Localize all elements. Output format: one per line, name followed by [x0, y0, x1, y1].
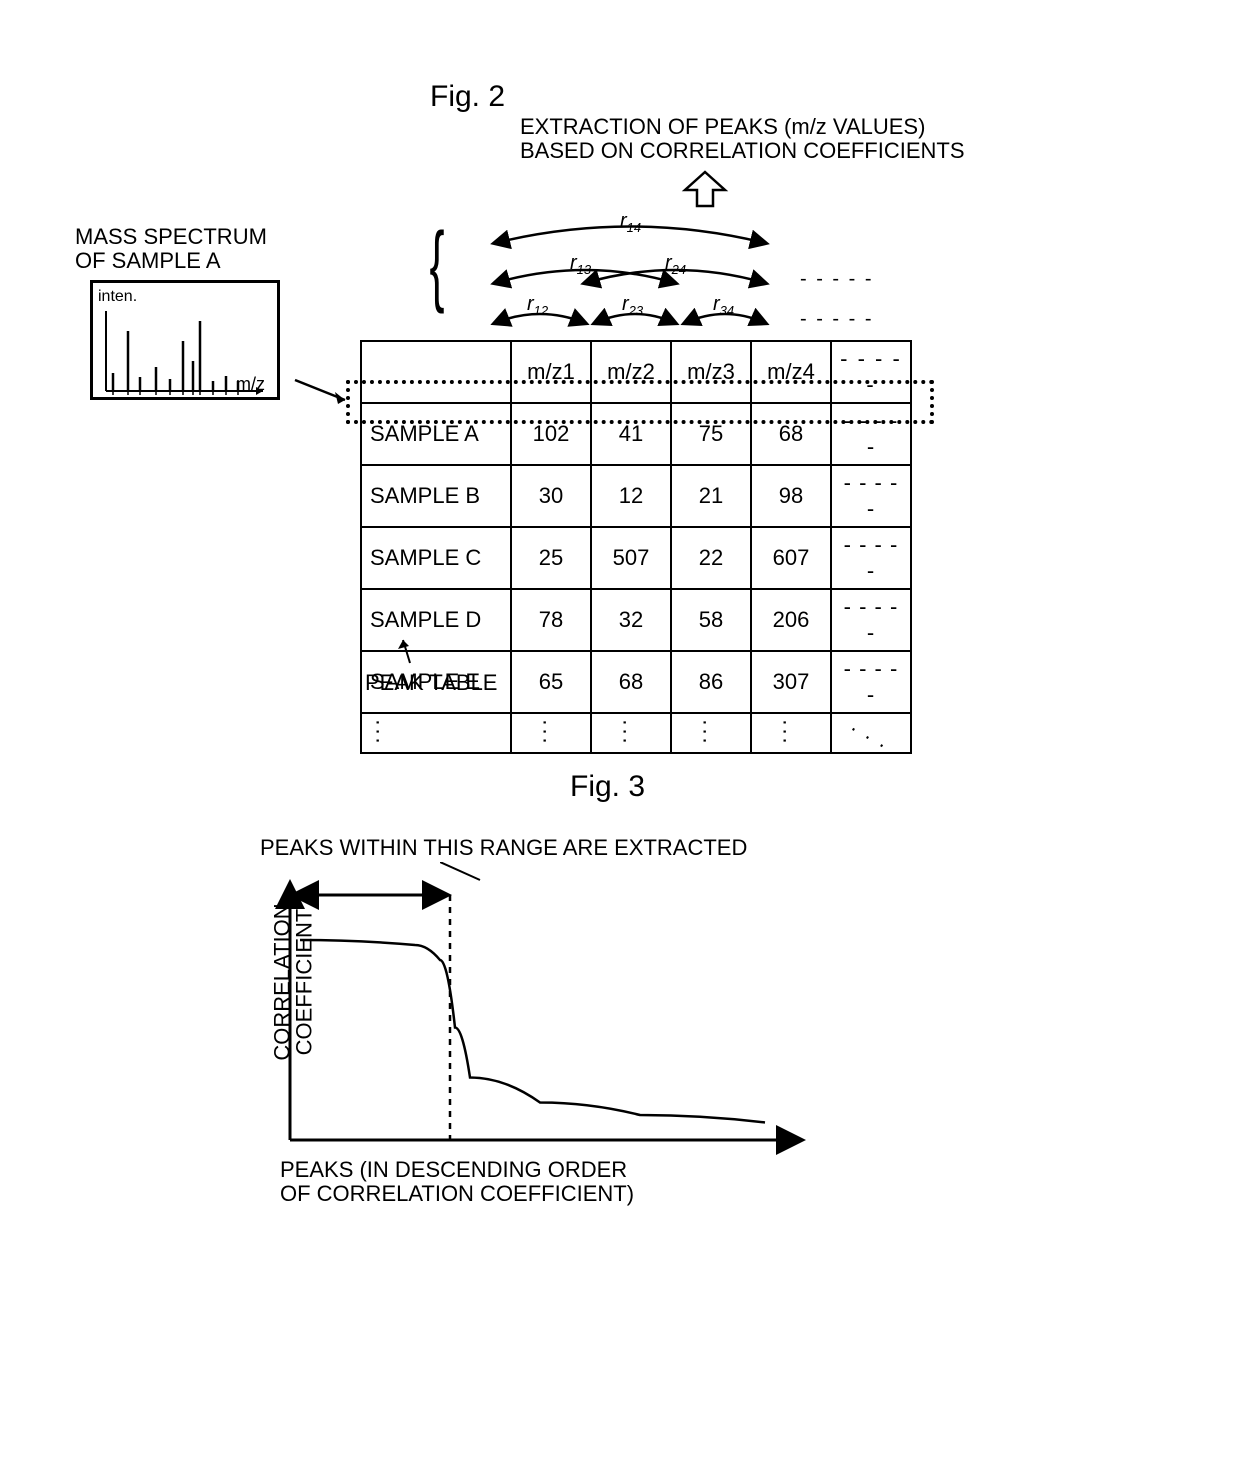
table-cell: - - - - - — [831, 589, 911, 651]
table-cell: 68 — [751, 403, 831, 465]
table-cell: 102 — [511, 403, 591, 465]
table-cell: 78 — [511, 589, 591, 651]
table-cell: - - - - - — [831, 651, 911, 713]
peak-table-label: PEAK TABLE — [365, 670, 497, 696]
table-cell: 32 — [591, 589, 671, 651]
inten-label: inten. — [98, 288, 273, 306]
extraction-up-arrow-icon — [680, 170, 730, 215]
table-row: SAMPLE B30122198- - - - - — [361, 465, 911, 527]
table-cell-dots: ... — [361, 713, 511, 753]
table-cell-dots: ... — [671, 713, 751, 753]
fig2-caption: EXTRACTION OF PEAKS (m/z VALUES) BASED O… — [520, 115, 965, 163]
table-cell: 25 — [511, 527, 591, 589]
table-cell: 22 — [671, 527, 751, 589]
y-axis-label: CORRELATION COEFFICIENT — [272, 903, 316, 1060]
mz-axis-label: m/z — [236, 374, 265, 395]
table-cell: 68 — [591, 651, 671, 713]
r24-label: r24 — [665, 252, 686, 277]
table-cell: - - - - - — [831, 465, 911, 527]
hdr-mz2: m/z2 — [591, 341, 671, 403]
table-cell: 206 — [751, 589, 831, 651]
table-cell: SAMPLE D — [361, 589, 511, 651]
table-cell-dots: ... — [591, 713, 671, 753]
spectrum-label: MASS SPECTRUM OF SAMPLE A — [75, 225, 267, 273]
table-cell: 86 — [671, 651, 751, 713]
spectrum-box: inten. m/z — [90, 280, 280, 400]
hdr-mz1: m/z1 — [511, 341, 591, 403]
table-cell: 507 — [591, 527, 671, 589]
correlation-chart — [260, 875, 820, 1155]
table-header-row: m/z1 m/z2 m/z3 m/z4 - - - - - — [361, 341, 911, 403]
hdr-mz4: m/z4 — [751, 341, 831, 403]
table-cell-dots: ... — [751, 713, 831, 753]
dashes-1: - - - - - — [800, 268, 874, 291]
table-cell: 41 — [591, 403, 671, 465]
fig2-title: Fig. 2 — [430, 80, 505, 114]
table-row: SAMPLE A102417568- - - - - — [361, 403, 911, 465]
table-cell: 12 — [591, 465, 671, 527]
spectrum-label-line1: MASS SPECTRUM — [75, 225, 267, 249]
peak-table-pointer-icon — [395, 638, 425, 674]
fig3-caption: PEAKS WITHIN THIS RANGE ARE EXTRACTED — [260, 835, 747, 861]
dashes-2: - - - - - — [800, 308, 874, 331]
x-label-line2: OF CORRELATION COEFFICIENT) — [280, 1182, 634, 1206]
spectrum-to-table-arrow-icon — [290, 375, 360, 420]
table-cell: 98 — [751, 465, 831, 527]
hdr-dots: - - - - - — [831, 341, 911, 403]
table-cell: 75 — [671, 403, 751, 465]
r14-label: r14 — [620, 210, 641, 235]
fig2-caption-line2: BASED ON CORRELATION COEFFICIENTS — [520, 139, 965, 163]
table-row: SAMPLE C2550722607- - - - - — [361, 527, 911, 589]
x-label-line1: PEAKS (IN DESCENDING ORDER — [280, 1158, 634, 1182]
table-row-dots: ................ . . — [361, 713, 911, 753]
table-cell: 607 — [751, 527, 831, 589]
table-cell-dots: . . . — [831, 713, 911, 753]
table-cell-dots: ... — [511, 713, 591, 753]
table-cell: 30 — [511, 465, 591, 527]
r23-label: r23 — [622, 293, 643, 318]
table-cell: SAMPLE C — [361, 527, 511, 589]
y-label-line2: COEFFICIENT — [292, 909, 317, 1056]
fig2-caption-line1: EXTRACTION OF PEAKS (m/z VALUES) — [520, 115, 965, 139]
x-axis-label: PEAKS (IN DESCENDING ORDER OF CORRELATIO… — [280, 1158, 634, 1206]
table-cell: 58 — [671, 589, 751, 651]
hdr-empty — [361, 341, 511, 403]
table-cell: SAMPLE B — [361, 465, 511, 527]
brace-icon: { — [430, 220, 445, 310]
spectrum-label-line2: OF SAMPLE A — [75, 249, 267, 273]
r13-label: r13 — [570, 252, 591, 277]
table-row: SAMPLE D783258206- - - - - — [361, 589, 911, 651]
table-cell: - - - - - — [831, 403, 911, 465]
table-cell: 307 — [751, 651, 831, 713]
r34-label: r34 — [713, 293, 734, 318]
table-cell: - - - - - — [831, 527, 911, 589]
r12-label: r12 — [527, 293, 548, 318]
table-cell: 65 — [511, 651, 591, 713]
table-cell: 21 — [671, 465, 751, 527]
hdr-mz3: m/z3 — [671, 341, 751, 403]
table-cell: SAMPLE A — [361, 403, 511, 465]
fig3-title: Fig. 3 — [570, 770, 645, 804]
